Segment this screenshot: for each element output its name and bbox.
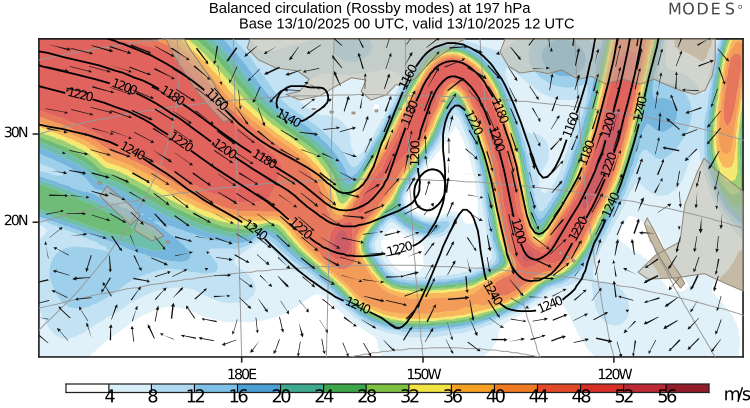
svg-text:Base 13/10/2025 00 UTC, valid: Base 13/10/2025 00 UTC, valid 13/10/2025… xyxy=(239,16,575,32)
svg-text:Balanced circulation (Rossby m: Balanced circulation (Rossby modes) at 1… xyxy=(209,1,531,17)
